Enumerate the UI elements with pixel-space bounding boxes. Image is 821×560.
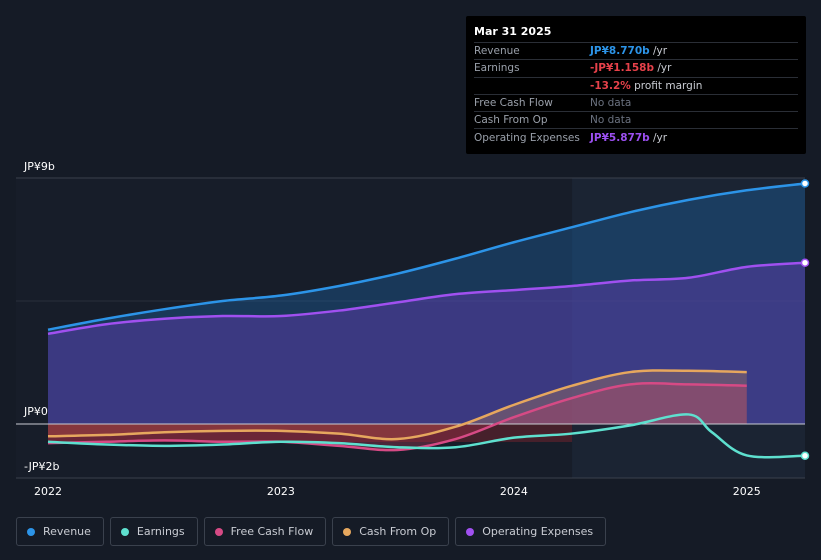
chart-svg: 2022 2023 2024 2025 bbox=[16, 177, 810, 498]
series-line-revenue bbox=[47, 182, 806, 331]
series-line-operating-expenses bbox=[47, 261, 806, 336]
tooltip-row-suffix: /yr bbox=[649, 45, 668, 58]
tooltip-row-value: -13.2% profit margin bbox=[590, 78, 702, 94]
legend-label: Revenue bbox=[43, 525, 91, 538]
legend-dot-icon bbox=[343, 527, 352, 536]
legend-item-earnings[interactable]: Earnings bbox=[109, 517, 198, 546]
legend-label: Free Cash Flow bbox=[230, 525, 314, 538]
legend-dot-icon bbox=[214, 527, 223, 536]
series-area-free-cash-flow bbox=[48, 383, 747, 451]
x-tick-label: 2024 bbox=[500, 485, 528, 498]
tooltip-row-value: No data bbox=[590, 114, 632, 127]
tooltip-rows: Revenue JP¥8.770b /yr Earnings -JP¥1.158b /… bbox=[474, 42, 798, 146]
tooltip-row-suffix: /yr bbox=[654, 62, 672, 75]
tooltip-row-value-number: JP¥5.877b bbox=[590, 131, 650, 144]
legend: Revenue Earnings Free Cash Flow Cash From O… bbox=[16, 517, 607, 546]
tooltip-row: -13.2% profit margin bbox=[474, 76, 798, 94]
series-area-operating-expenses bbox=[48, 262, 805, 424]
tooltip-row: Earnings -JP¥1.158b /yr bbox=[474, 59, 798, 76]
tooltip-row-key: Free Cash Flow bbox=[474, 97, 553, 110]
end-marker-earnings bbox=[800, 451, 810, 460]
legend-dot-icon bbox=[27, 527, 35, 536]
legend-label: Earnings bbox=[136, 525, 185, 538]
tooltip-row-value: -JP¥1.158b /yr bbox=[590, 60, 671, 76]
tooltip-row-value: JP¥8.770b /yr bbox=[590, 43, 667, 59]
legend-dot-icon bbox=[466, 527, 475, 536]
series-line-cash-from-op bbox=[47, 369, 747, 441]
tooltip-row-suffix: /yr bbox=[649, 131, 668, 144]
tooltip-row-suffix: profit margin bbox=[630, 79, 703, 92]
y-axis-label-top: JP¥9b bbox=[24, 160, 55, 173]
tooltip-row-value-number: JP¥8.770b bbox=[590, 45, 650, 58]
legend-dot-icon bbox=[120, 527, 129, 536]
x-tick-label: 2025 bbox=[733, 485, 761, 498]
tooltip-row-value-number: -JP¥1.158b bbox=[590, 62, 654, 75]
tooltip-row: Operating Expenses JP¥5.877b /yr bbox=[474, 128, 798, 145]
tooltip-row-value: JP¥5.877b /yr bbox=[590, 130, 667, 146]
end-marker-operating-expenses bbox=[800, 258, 810, 267]
tooltip-panel: Mar 31 2025 Revenue JP¥8.770b /yr Earnings… bbox=[466, 16, 806, 154]
tooltip-row-key: Revenue bbox=[474, 45, 520, 58]
series-area-revenue bbox=[48, 183, 805, 424]
x-tick-label: 2023 bbox=[267, 485, 295, 498]
series-line-earnings bbox=[47, 413, 806, 459]
legend-item-revenue[interactable]: Revenue bbox=[16, 517, 104, 546]
tooltip-row-value-number: -13.2% bbox=[590, 79, 631, 92]
tooltip-row-key: Operating Expenses bbox=[474, 131, 580, 144]
legend-label: Operating Expenses bbox=[482, 525, 594, 538]
tooltip-row: Revenue JP¥8.770b /yr bbox=[474, 42, 798, 59]
x-tick-label: 2022 bbox=[34, 485, 62, 498]
tooltip-row-key: Earnings bbox=[474, 62, 520, 75]
legend-item-cash-from-op[interactable]: Cash From Op bbox=[332, 517, 450, 546]
legend-item-operating-expenses[interactable]: Operating Expenses bbox=[455, 517, 607, 546]
tooltip-row-value: No data bbox=[590, 97, 632, 110]
legend-label: Cash From Op bbox=[359, 525, 437, 538]
tooltip-row-key: Cash From Op bbox=[474, 114, 548, 127]
legend-item-free-cash-flow[interactable]: Free Cash Flow bbox=[203, 517, 327, 546]
tooltip-row: Free Cash Flow No data bbox=[474, 93, 798, 111]
y-axis-label-bottom: -JP¥2b bbox=[24, 460, 60, 473]
tooltip-row: Cash From Op No data bbox=[474, 111, 798, 128]
end-marker-revenue bbox=[800, 179, 810, 188]
y-axis-label-zero: JP¥0 bbox=[24, 405, 48, 418]
series-line-free-cash-flow bbox=[47, 382, 747, 452]
series-area-cash-from-op bbox=[48, 370, 747, 440]
tooltip-date: Mar 31 2025 bbox=[474, 25, 552, 38]
